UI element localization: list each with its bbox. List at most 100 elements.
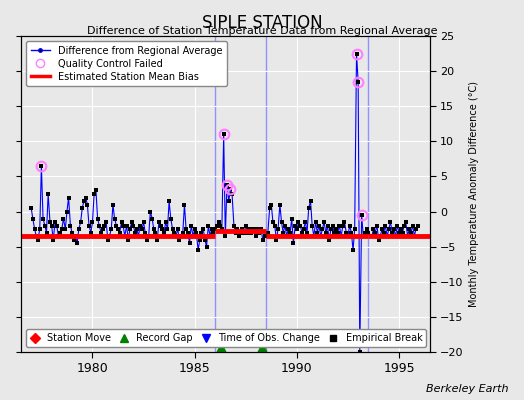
Point	[123, 222, 131, 229]
Point	[211, 226, 219, 232]
Point	[307, 198, 315, 204]
Point	[238, 226, 246, 232]
Point	[117, 219, 126, 225]
Point	[70, 236, 78, 243]
Point	[376, 233, 385, 239]
Point	[143, 236, 151, 243]
Point	[197, 230, 205, 236]
Point	[66, 222, 74, 229]
Point	[354, 78, 362, 85]
Point	[86, 230, 95, 236]
Point	[199, 226, 208, 232]
Point	[74, 226, 83, 232]
Point	[409, 222, 417, 229]
Point	[100, 222, 108, 229]
Point	[213, 222, 221, 229]
Point	[323, 222, 332, 229]
Point	[48, 222, 56, 229]
Point	[221, 233, 230, 239]
Point	[201, 236, 209, 243]
Point	[108, 201, 117, 208]
Point	[133, 226, 141, 232]
Point	[257, 226, 265, 232]
Point	[184, 230, 192, 236]
Point	[209, 230, 217, 236]
Point	[175, 236, 183, 243]
Point	[115, 230, 124, 236]
Point	[232, 230, 240, 236]
Point	[248, 226, 257, 232]
Point	[192, 230, 201, 236]
Point	[291, 222, 299, 229]
Point	[359, 233, 367, 239]
Point	[292, 226, 301, 232]
Point	[412, 226, 420, 232]
Point	[107, 226, 115, 232]
Point	[269, 219, 277, 225]
Point	[308, 222, 316, 229]
Point	[168, 226, 177, 232]
Text: SIPLE STATION: SIPLE STATION	[202, 14, 322, 32]
Point	[165, 198, 173, 204]
Point	[282, 233, 291, 239]
Point	[99, 226, 107, 232]
Point	[284, 226, 292, 232]
Point	[58, 226, 66, 232]
Point	[190, 226, 199, 232]
Point	[401, 219, 410, 225]
Point	[356, 349, 364, 355]
Point	[145, 233, 153, 239]
Point	[230, 222, 238, 229]
Point	[32, 233, 40, 239]
Point	[150, 226, 158, 232]
Point	[68, 230, 76, 236]
Point	[148, 215, 156, 222]
Point	[363, 226, 371, 232]
Point	[105, 233, 114, 239]
Point	[129, 222, 138, 229]
Point	[255, 230, 264, 236]
Point	[139, 219, 148, 225]
Point	[267, 201, 276, 208]
Point	[170, 230, 178, 236]
Point	[352, 50, 361, 57]
Point	[179, 230, 187, 236]
Point	[216, 222, 224, 229]
Y-axis label: Monthly Temperature Anomaly Difference (°C): Monthly Temperature Anomaly Difference (…	[469, 81, 479, 307]
Point	[272, 236, 280, 243]
Text: Difference of Station Temperature Data from Regional Average: Difference of Station Temperature Data f…	[87, 26, 437, 36]
Point	[71, 233, 80, 239]
Legend: Station Move, Record Gap, Time of Obs. Change, Empirical Break: Station Move, Record Gap, Time of Obs. C…	[26, 329, 426, 347]
Point	[163, 226, 172, 232]
Point	[334, 230, 342, 236]
Point	[400, 222, 408, 229]
Point	[204, 222, 213, 229]
Point	[364, 230, 373, 236]
Point	[124, 236, 133, 243]
Point	[42, 230, 51, 236]
Point	[289, 240, 298, 246]
Point	[127, 219, 136, 225]
Point	[303, 230, 311, 236]
Point	[44, 191, 52, 197]
Point	[398, 230, 407, 236]
Point	[206, 233, 214, 239]
Point	[36, 226, 44, 232]
Point	[397, 226, 405, 232]
Point	[97, 230, 105, 236]
Point	[136, 222, 144, 229]
Point	[316, 233, 325, 239]
Point	[388, 230, 397, 236]
Point	[276, 201, 284, 208]
Point	[288, 215, 296, 222]
Point	[83, 201, 92, 208]
Point	[281, 222, 289, 229]
Point	[301, 219, 310, 225]
Point	[151, 230, 160, 236]
Point	[330, 230, 339, 236]
Point	[371, 230, 379, 236]
Point	[337, 233, 345, 239]
Point	[368, 233, 376, 239]
Point	[260, 233, 269, 239]
Point	[189, 233, 197, 239]
